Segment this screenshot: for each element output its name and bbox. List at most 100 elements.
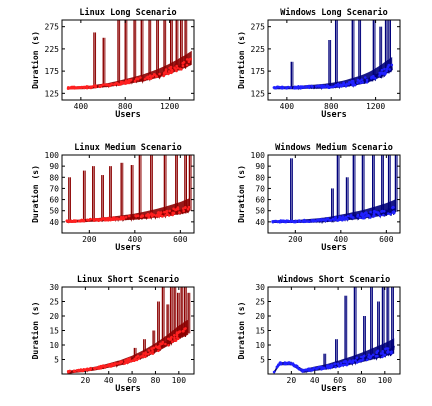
data-point	[74, 86, 78, 90]
data-point	[377, 212, 380, 215]
data-point	[101, 365, 105, 368]
data-point	[311, 85, 314, 89]
data-point	[392, 206, 395, 209]
y-tick-label: 80	[49, 173, 59, 182]
data-point	[378, 214, 382, 218]
data-point	[180, 68, 183, 71]
data-point	[378, 73, 382, 76]
data-point	[172, 207, 175, 211]
data-point	[165, 212, 169, 215]
subplot-4: Windows Medium Scenario 200 400 600 40 50 60 70…	[236, 142, 401, 253]
data-point	[120, 360, 124, 364]
data-point	[352, 216, 355, 219]
data-point	[144, 355, 147, 359]
data-point	[300, 86, 303, 90]
data-point	[305, 368, 308, 372]
y-axis-label: Duration (s)	[236, 31, 246, 89]
data-point	[342, 216, 345, 219]
data-point	[318, 365, 321, 369]
data-point	[175, 336, 179, 339]
data-point	[272, 86, 276, 89]
y-tick-label: 20	[49, 312, 59, 321]
data-point	[297, 220, 301, 223]
data-point	[83, 86, 86, 89]
data-point	[175, 64, 178, 68]
data-point	[137, 357, 141, 360]
data-point	[342, 81, 346, 85]
data-point	[361, 216, 365, 220]
x-tick-label: 1200	[366, 102, 385, 111]
data-point	[340, 218, 344, 221]
data-point	[184, 206, 187, 209]
data-point	[149, 77, 153, 80]
data-point	[293, 220, 296, 224]
data-point	[109, 218, 112, 222]
data-point	[342, 360, 346, 364]
data-point	[297, 367, 301, 371]
data-point	[72, 369, 76, 373]
data-point	[129, 78, 133, 82]
y-tick-label: 40	[49, 218, 59, 227]
data-point	[169, 338, 173, 341]
y-tick-label: 100	[251, 151, 266, 160]
y-tick-label: 50	[255, 207, 265, 216]
data-point	[135, 355, 138, 359]
y-tick-label: 25	[255, 298, 265, 307]
y-axis-label: Duration (s)	[236, 165, 246, 223]
plot-frame	[61, 19, 195, 101]
x-tick-label: 400	[280, 102, 295, 111]
data-point	[289, 220, 292, 224]
data-point	[147, 349, 151, 352]
data-point	[178, 211, 181, 214]
data-point	[295, 364, 299, 368]
data-point	[124, 359, 127, 362]
data-point	[164, 342, 167, 346]
plot-frame	[61, 154, 195, 234]
data-point	[360, 212, 364, 215]
data-point	[317, 84, 321, 88]
data-point	[149, 351, 152, 355]
x-tick-label: 40	[104, 376, 114, 385]
data-point	[95, 218, 98, 221]
data-point	[276, 85, 279, 89]
y-tick-label: 90	[255, 162, 265, 171]
data-point	[158, 72, 161, 76]
data-point	[167, 214, 171, 217]
data-point	[326, 217, 330, 220]
y-tick-label: 275	[251, 23, 266, 32]
data-point	[168, 209, 171, 213]
data-point	[297, 85, 300, 88]
data-point	[354, 359, 357, 362]
plot-frame	[267, 154, 401, 234]
data-point	[380, 68, 384, 72]
plot-area	[66, 20, 193, 90]
data-point	[152, 213, 156, 217]
data-point	[163, 210, 166, 214]
x-tick-label: 800	[118, 102, 133, 111]
data-point	[339, 364, 343, 367]
data-point	[349, 214, 353, 217]
subplot-2: Windows Long Scenario 400 800 1200 125 175 225…	[236, 7, 401, 120]
data-point	[175, 208, 178, 211]
data-point	[173, 334, 176, 337]
y-tick-label: 175	[45, 67, 60, 76]
y-tick-label: 60	[49, 196, 59, 205]
data-point	[120, 82, 124, 85]
data-point	[383, 71, 387, 74]
data-point	[72, 220, 75, 223]
data-point	[164, 214, 167, 217]
data-point	[120, 217, 123, 221]
data-point	[175, 331, 179, 334]
data-point	[334, 216, 337, 219]
data-point	[390, 63, 394, 67]
data-point	[188, 58, 191, 61]
data-point	[127, 80, 131, 83]
data-point	[367, 213, 370, 217]
data-point	[139, 76, 142, 79]
data-point	[284, 362, 288, 366]
data-point	[157, 345, 160, 349]
data-point	[334, 365, 337, 369]
data-point	[370, 75, 373, 79]
data-point	[371, 353, 375, 357]
data-point	[79, 86, 83, 89]
